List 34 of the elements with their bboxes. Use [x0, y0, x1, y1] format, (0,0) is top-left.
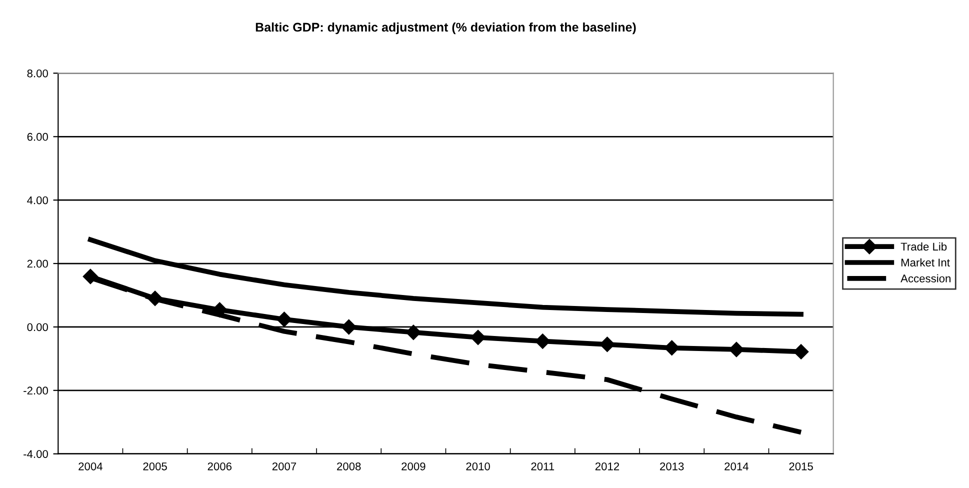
- point: [600, 336, 615, 352]
- x-tick-label: 2011: [531, 462, 554, 470]
- y-tick-label: -2.00: [24, 386, 48, 395]
- point: [793, 344, 809, 360]
- x-tick-label: 2015: [789, 462, 813, 470]
- point: [406, 324, 422, 340]
- y-tick-label: -4.00: [24, 450, 48, 458]
- point: [341, 319, 356, 335]
- x-tick-label: 2007: [272, 462, 296, 470]
- legend-label: Trade Lib: [900, 242, 947, 251]
- x-tick-label: 2009: [402, 462, 426, 470]
- x-tick-label: 2012: [595, 462, 620, 470]
- y-tick-label: 0.00: [27, 323, 48, 332]
- point: [470, 330, 486, 345]
- y-tick-label: 8.00: [27, 69, 48, 78]
- legend-label: Market Int: [901, 258, 950, 267]
- point: [276, 312, 292, 327]
- x-tick-label: 2013: [660, 462, 684, 470]
- x-tick-label: 2010: [466, 462, 490, 470]
- y-tick-label: 4.00: [27, 196, 48, 204]
- x-tick-label: 2014: [724, 462, 748, 470]
- chart-title: Baltic GDP: dynamic adjustment (% deviation from the baseline): [256, 22, 636, 34]
- x-tick-label: 2004: [78, 462, 102, 470]
- point: [147, 290, 163, 306]
- point: [664, 340, 680, 356]
- x-tick-label: 2008: [337, 462, 361, 470]
- y-tick-label: 2.00: [27, 260, 48, 268]
- point: [728, 342, 744, 358]
- legend-label: Accession: [900, 274, 950, 282]
- point: [82, 268, 98, 284]
- point: [535, 334, 550, 349]
- x-tick-label: 2006: [208, 462, 232, 470]
- x-tick-label: 2005: [143, 462, 167, 470]
- y-tick-label: 6.00: [27, 132, 48, 141]
